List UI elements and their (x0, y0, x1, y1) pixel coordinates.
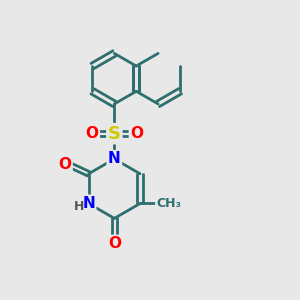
Text: N: N (108, 152, 121, 166)
Text: O: O (108, 236, 121, 251)
Text: H: H (74, 200, 84, 213)
Text: S: S (108, 125, 121, 143)
Text: N: N (82, 196, 95, 211)
Text: O: O (130, 126, 143, 141)
Text: O: O (58, 158, 71, 172)
Text: O: O (85, 126, 98, 141)
Text: CH₃: CH₃ (156, 197, 182, 210)
